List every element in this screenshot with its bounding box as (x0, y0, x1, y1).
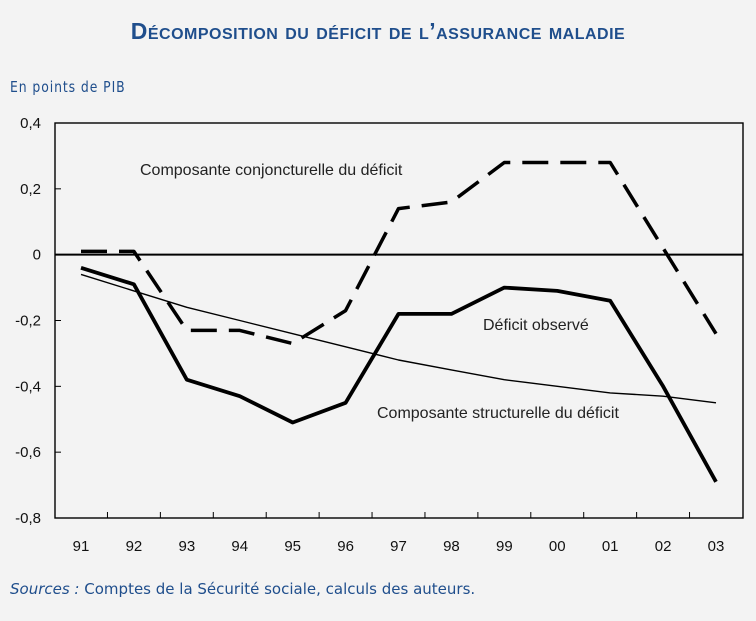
y-tick-label: 0 (33, 247, 41, 264)
x-tick-label: 03 (708, 538, 725, 555)
annotation-structurelle: Composante structurelle du déficit (377, 405, 619, 422)
annotation-conjoncturelle: Composante conjoncturelle du déficit (140, 162, 403, 179)
y-tick-label: -0,4 (15, 378, 41, 395)
y-tick-label: -0,2 (15, 313, 41, 330)
y-tick-label: 0,2 (20, 181, 41, 198)
x-tick-label: 92 (126, 538, 143, 555)
x-tick-label: 93 (178, 538, 195, 555)
x-tick-label: 96 (337, 538, 354, 555)
chart-title: Décomposition du déficit de l’assurance … (130, 18, 626, 44)
x-tick-label: 91 (73, 538, 90, 555)
source-label: Sources : (10, 580, 80, 598)
series-line-conjoncturelle (81, 160, 718, 346)
series-line-structurelle (80, 273, 717, 404)
x-tick-label: 02 (655, 538, 672, 555)
annotation-observe: Déficit observé (483, 317, 589, 334)
series-line-observe (80, 265, 718, 483)
x-tick-label: 98 (443, 538, 460, 555)
source-text: Comptes de la Sécurité sociale, calculs … (84, 580, 476, 598)
x-tick-label: 97 (390, 538, 407, 555)
unit-label: En points de PIB (10, 78, 126, 96)
x-tick-label: 00 (549, 538, 566, 555)
y-tick-label: -0,8 (15, 510, 41, 527)
source-note: Sources : Comptes de la Sécurité sociale… (10, 580, 475, 598)
y-tick-label: -0,6 (15, 444, 41, 461)
y-tick-label: 0,4 (20, 115, 41, 132)
x-tick-label: 01 (602, 538, 619, 555)
x-tick-label: 95 (284, 538, 301, 555)
x-tick-label: 94 (231, 538, 248, 555)
x-tick-label: 99 (496, 538, 513, 555)
plot-frame (54, 122, 744, 519)
